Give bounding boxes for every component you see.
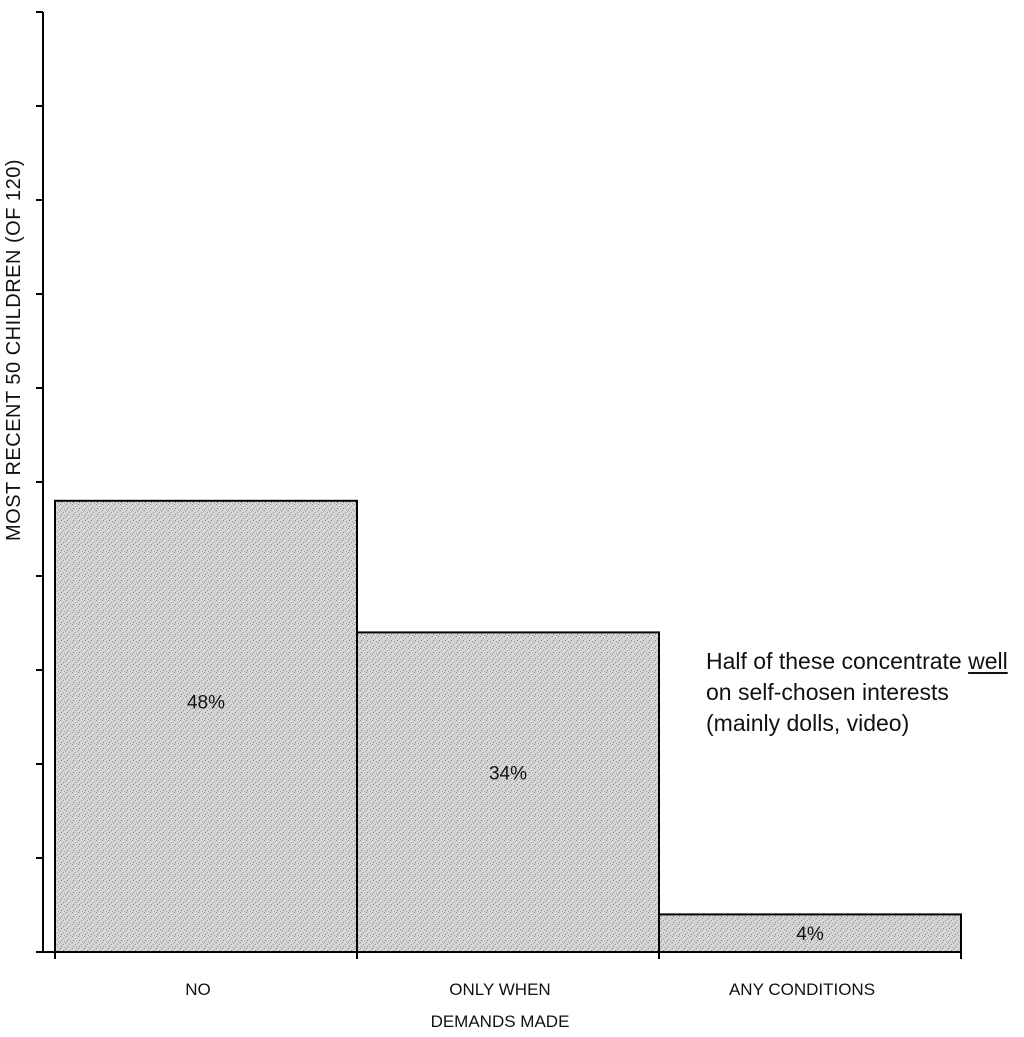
bars-group (54, 499, 962, 954)
bar-value-label-3: 4% (796, 924, 824, 945)
category-label-3: ANY CONDITIONS (729, 980, 875, 999)
annotation-text-end: on self-chosen interests (mainly dolls, … (706, 679, 949, 736)
y-axis-label: MOST RECENT 50 CHILDREN (OF 120) (3, 159, 25, 541)
chart-annotation: Half of these concentrate well on self-c… (706, 646, 1022, 739)
category-label-2: ONLY WHEN DEMANDS MADE (431, 980, 570, 1031)
annotation-text-start: Half of these concentrate (706, 648, 969, 674)
category-labels: NO ONLY WHEN DEMANDS MADE ANY CONDITIONS (185, 980, 875, 1031)
bar-value-labels: 48% 34% 4% (187, 692, 824, 945)
bar-1 (54, 499, 358, 953)
axes-group (36, 11, 962, 959)
bar-2 (356, 631, 660, 954)
bar-value-label-1: 48% (187, 692, 225, 713)
bar-value-label-2: 34% (489, 763, 527, 784)
annotation-underlined-word: well (968, 648, 1008, 674)
category-label-1: NO (185, 980, 211, 999)
